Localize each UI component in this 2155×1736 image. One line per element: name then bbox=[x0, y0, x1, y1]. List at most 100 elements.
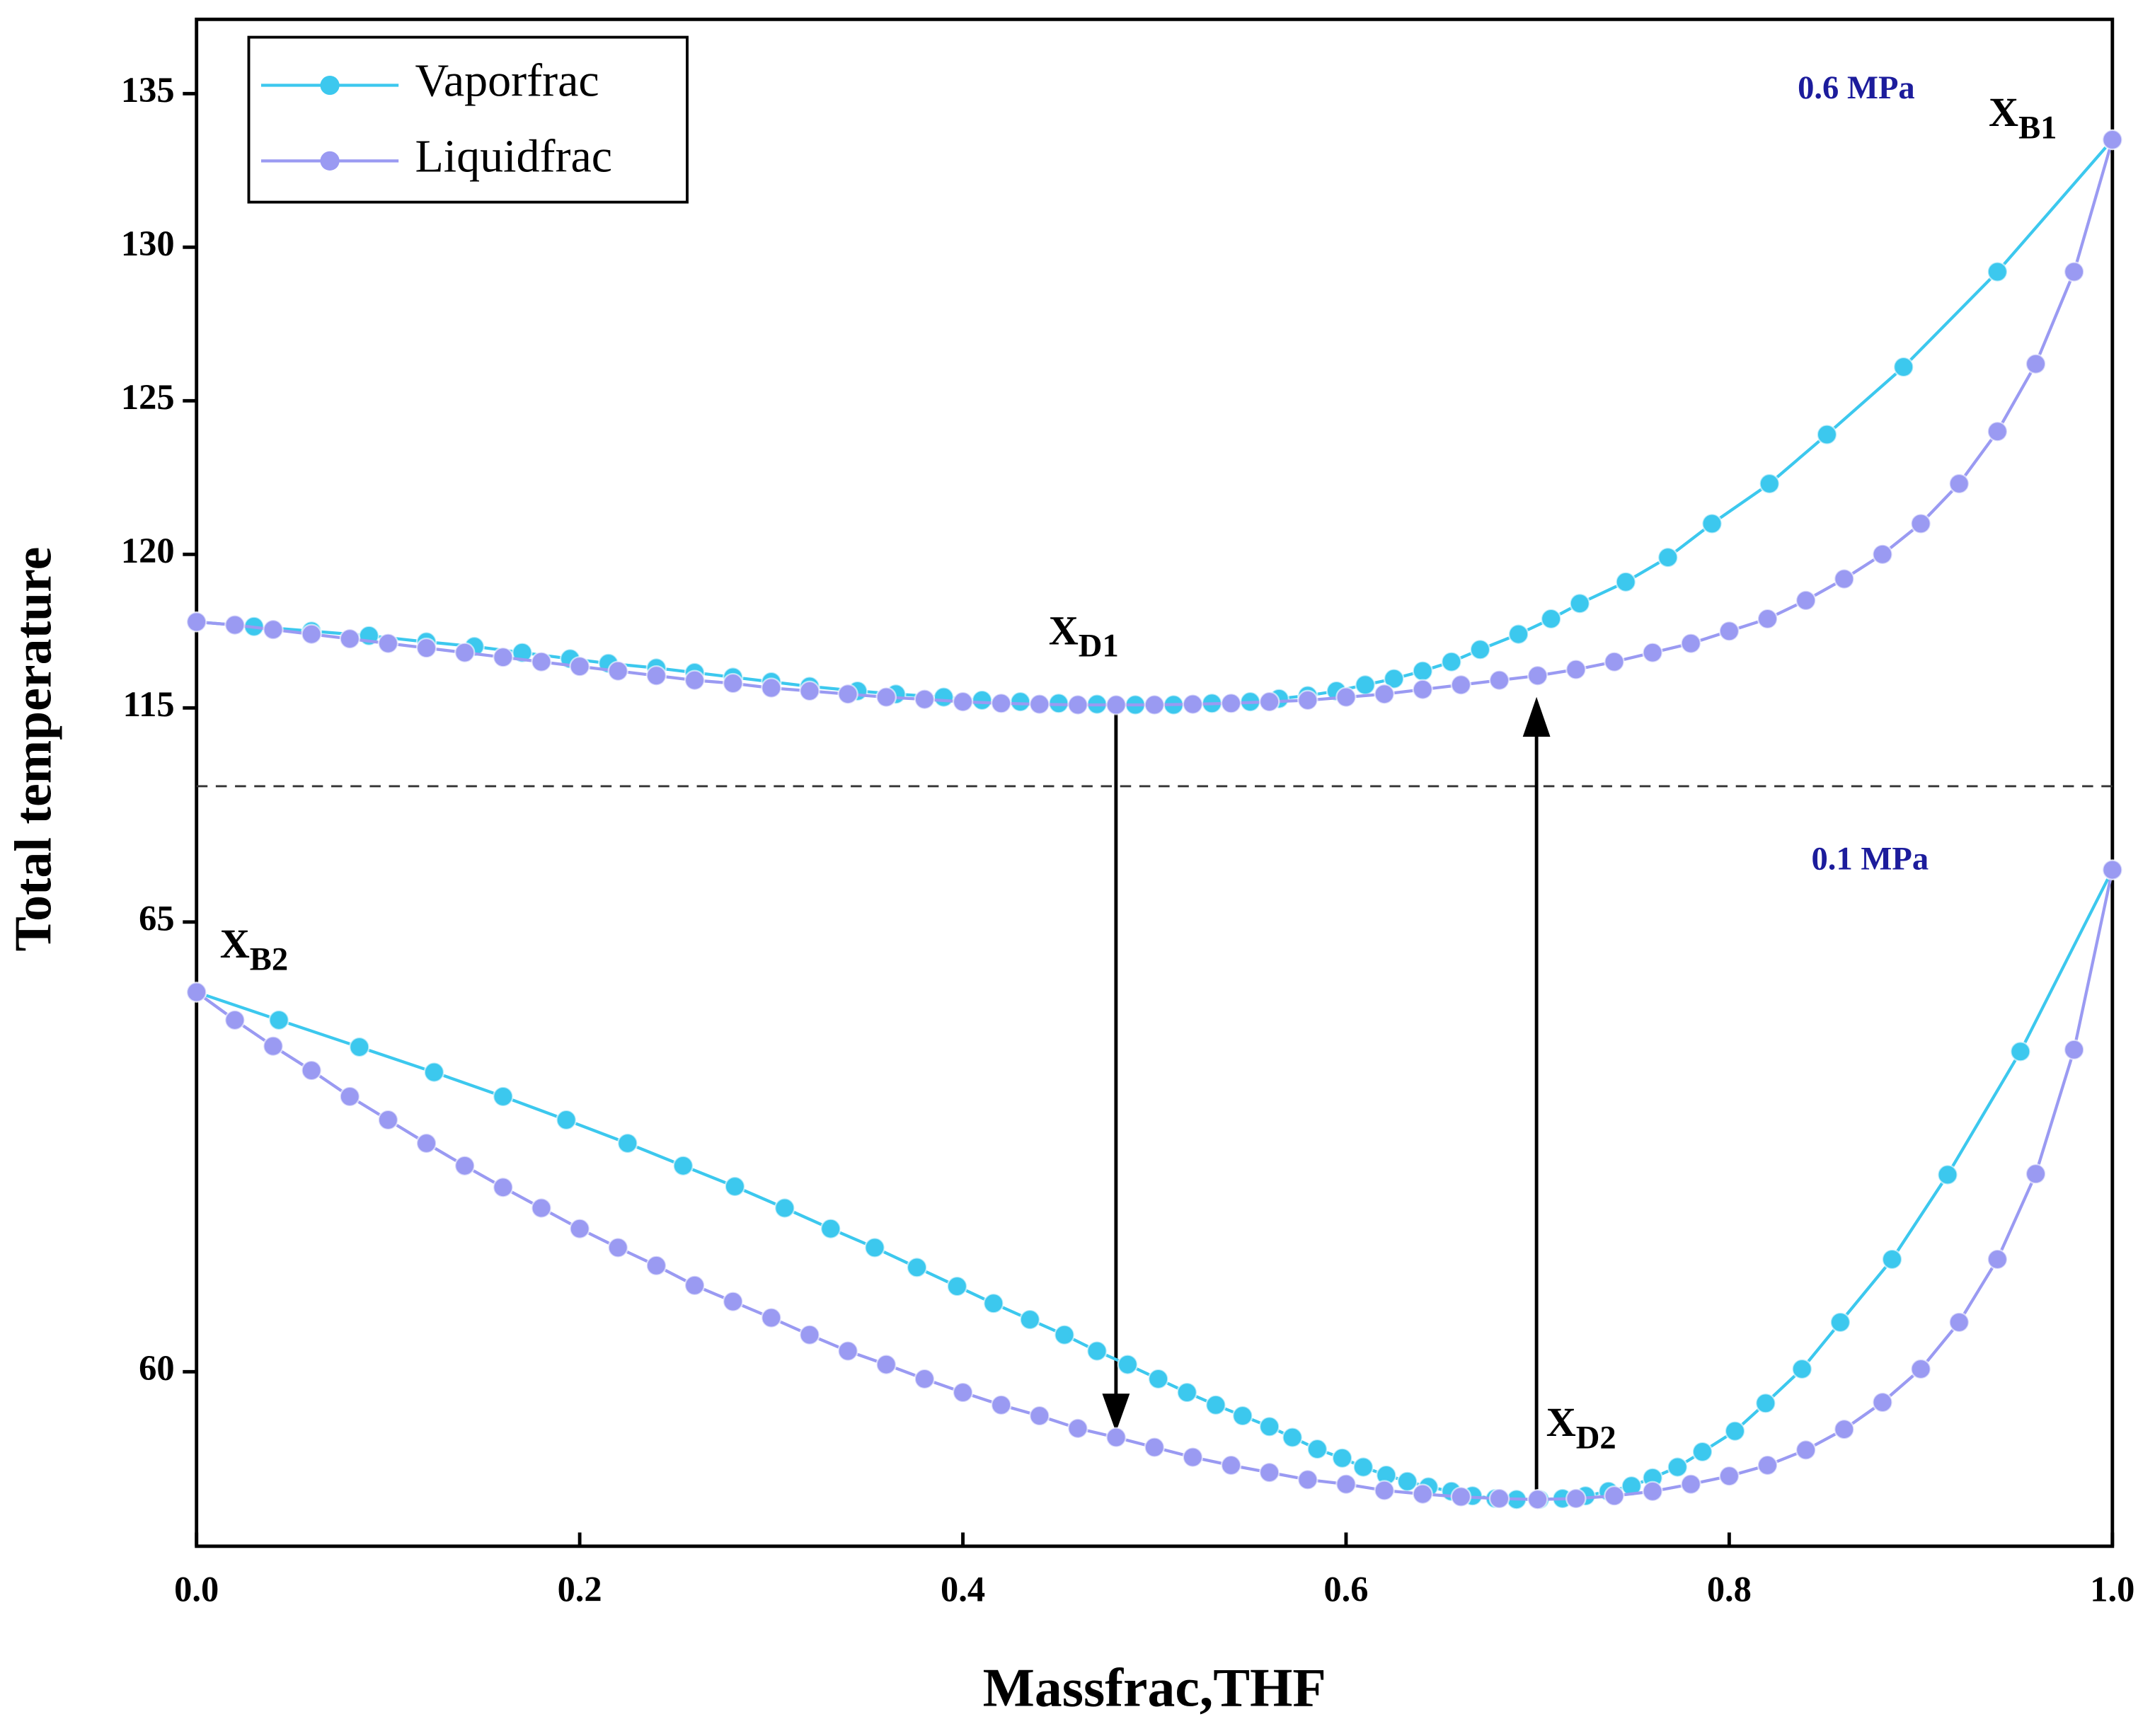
data-point bbox=[224, 1009, 246, 1031]
data-point bbox=[799, 680, 820, 702]
data-point bbox=[1450, 1486, 1472, 1507]
data-point bbox=[1910, 513, 1931, 534]
data-point bbox=[1412, 660, 1434, 682]
data-point bbox=[1258, 1461, 1280, 1483]
data-point bbox=[864, 1237, 885, 1258]
data-point bbox=[1987, 420, 2009, 442]
data-point bbox=[1335, 1473, 1357, 1495]
data-point bbox=[349, 1036, 370, 1058]
data-point bbox=[1892, 356, 1914, 378]
data-point bbox=[1604, 1485, 1625, 1507]
data-point bbox=[1948, 1311, 1970, 1333]
annotation-letter: X bbox=[1546, 1399, 1576, 1445]
data-point bbox=[1086, 1340, 1108, 1362]
data-point bbox=[722, 1291, 744, 1312]
annotation-letter: X bbox=[1049, 608, 1079, 654]
data-point bbox=[1412, 679, 1434, 701]
data-point bbox=[617, 1132, 638, 1154]
data-point bbox=[415, 1132, 437, 1154]
data-point bbox=[774, 1197, 795, 1219]
data-point bbox=[990, 693, 1012, 714]
series-line bbox=[196, 139, 2114, 707]
plot-frame bbox=[195, 17, 2115, 1548]
x-tick-label: 1.0 bbox=[2090, 1569, 2134, 1609]
data-point bbox=[672, 1155, 694, 1177]
data-point bbox=[268, 1009, 289, 1031]
data-point bbox=[875, 1354, 897, 1375]
data-point bbox=[339, 628, 361, 650]
arrow-head bbox=[1522, 696, 1551, 737]
data-point bbox=[493, 646, 514, 668]
data-point bbox=[684, 669, 706, 691]
data-point bbox=[1488, 1488, 1510, 1510]
data-point bbox=[1306, 1438, 1328, 1460]
data-point bbox=[914, 1368, 936, 1390]
data-point bbox=[1441, 651, 1462, 672]
data-point bbox=[1621, 1475, 1643, 1497]
data-point bbox=[1144, 694, 1166, 715]
data-point bbox=[263, 619, 284, 640]
data-point bbox=[569, 655, 590, 677]
data-point bbox=[1565, 1488, 1587, 1510]
data-point bbox=[837, 1340, 858, 1362]
legend-label: Vaporfrac bbox=[415, 55, 599, 107]
data-point bbox=[1642, 642, 1663, 663]
data-point bbox=[875, 686, 897, 708]
data-point bbox=[1615, 571, 1636, 593]
data-point bbox=[2063, 261, 2085, 282]
data-point bbox=[1258, 691, 1280, 713]
data-point bbox=[933, 686, 955, 708]
legend-box bbox=[247, 35, 689, 204]
point-annotation: XB1 bbox=[1989, 90, 2057, 146]
legend-marker bbox=[320, 151, 340, 171]
data-point bbox=[377, 633, 399, 654]
data-point bbox=[2025, 353, 2047, 375]
data-point bbox=[1795, 590, 1817, 611]
data-point bbox=[1297, 689, 1318, 711]
series-line bbox=[196, 869, 2114, 1501]
data-point bbox=[607, 1237, 629, 1258]
data-point bbox=[761, 1307, 782, 1328]
data-point bbox=[2010, 1041, 2031, 1062]
data-point bbox=[1642, 1481, 1663, 1502]
data-point bbox=[493, 1086, 514, 1108]
data-point bbox=[1691, 1441, 1713, 1463]
data-point bbox=[224, 614, 246, 636]
data-point bbox=[1680, 1473, 1701, 1495]
data-point bbox=[1872, 544, 1893, 565]
data-point bbox=[1009, 691, 1031, 713]
data-point bbox=[2102, 859, 2123, 880]
data-point bbox=[1872, 1391, 1893, 1413]
x-axis-label: Massfrac,THF bbox=[983, 1657, 1326, 1718]
pressure-label: 0.6 MPa bbox=[1798, 69, 1915, 106]
y-tick-label: 120 bbox=[121, 531, 175, 570]
data-point bbox=[1352, 1456, 1374, 1478]
x-tick-label: 0.2 bbox=[558, 1569, 602, 1609]
y-tick-label: 135 bbox=[121, 70, 175, 110]
annotation-subscript: D1 bbox=[1079, 627, 1119, 664]
data-point bbox=[1374, 1480, 1395, 1501]
data-point bbox=[684, 1275, 706, 1297]
data-point bbox=[454, 642, 476, 663]
data-point bbox=[531, 651, 552, 672]
data-point bbox=[837, 684, 858, 705]
data-point bbox=[1396, 1471, 1418, 1493]
data-point bbox=[301, 1059, 322, 1081]
data-point bbox=[1117, 1354, 1139, 1375]
point-annotation: XD2 bbox=[1546, 1399, 1616, 1456]
data-point bbox=[1910, 1358, 1931, 1380]
data-point bbox=[1948, 473, 1970, 495]
data-point bbox=[1182, 694, 1204, 715]
x-tick-label: 0.6 bbox=[1323, 1569, 1368, 1609]
data-point bbox=[1176, 1381, 1198, 1403]
data-point bbox=[1331, 1447, 1353, 1469]
data-point bbox=[423, 1062, 445, 1083]
data-point bbox=[1105, 1427, 1127, 1448]
data-point bbox=[556, 1109, 577, 1131]
data-point bbox=[645, 1255, 667, 1277]
data-point bbox=[2102, 129, 2123, 151]
y-tick-label: 60 bbox=[139, 1348, 174, 1388]
data-point bbox=[1374, 684, 1395, 705]
data-point bbox=[1144, 1437, 1166, 1458]
